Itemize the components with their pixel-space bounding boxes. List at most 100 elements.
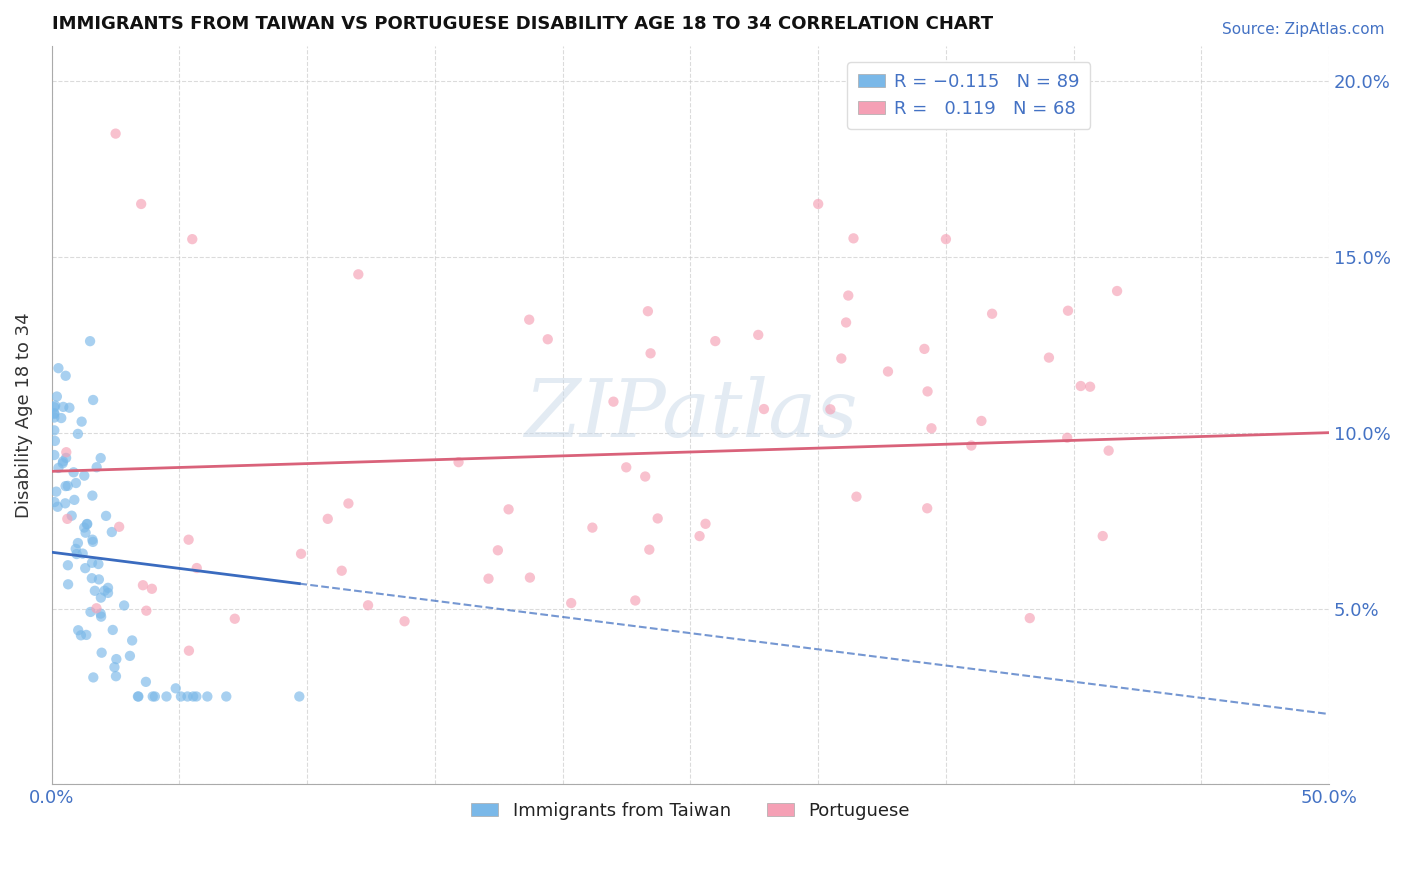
Point [132,578,155,592]
Point [912,342,935,356]
Point [177,643,200,657]
Point [83,583,105,598]
Point [135,674,157,689]
Point [53,496,76,510]
Point [51,411,73,425]
Point [917,384,939,399]
Point [1056,431,1078,445]
Point [45,390,67,404]
Point [60,508,83,523]
Point [90,609,112,624]
Point [63,492,86,507]
Point [48,361,70,376]
Point [52,454,75,468]
Point [87,573,110,587]
Point [44,434,66,448]
Point [224,612,246,626]
Point [82,534,104,549]
Point [195,690,218,704]
Point [72,547,94,561]
Point [517,312,540,326]
Point [90,646,112,660]
Point [55,368,77,383]
Point [70,628,93,642]
Point [837,288,859,302]
Point [290,547,312,561]
Point [90,451,112,466]
Point [877,364,900,378]
Point [79,605,101,619]
Point [93,583,115,598]
Point [640,346,662,360]
Point [76,516,98,531]
Point [56,512,79,526]
Point [316,512,339,526]
Point [176,690,198,704]
Point [70,415,93,429]
Point [66,426,89,441]
Point [112,599,135,613]
Point [56,577,79,591]
Text: IMMIGRANTS FROM TAIWAN VS PORTUGUESE DISABILITY AGE 18 TO 34 CORRELATION CHART: IMMIGRANTS FROM TAIWAN VS PORTUGUESE DIS… [52,15,993,33]
Point [105,652,128,666]
Point [44,410,66,425]
Point [82,533,104,547]
Point [44,401,66,415]
Point [186,561,208,575]
Point [121,633,143,648]
Point [75,525,97,540]
Point [52,456,75,470]
Point [1018,611,1040,625]
Point [981,307,1004,321]
Point [181,690,204,704]
Point [46,500,69,514]
Point [915,501,938,516]
Point [101,623,124,637]
Point [186,690,208,704]
Point [44,448,66,462]
Point [118,648,141,663]
Point [288,690,311,704]
Point [170,690,193,704]
Text: Source: ZipAtlas.com: Source: ZipAtlas.com [1222,22,1385,37]
Y-axis label: Disability Age 18 to 34: Disability Age 18 to 34 [15,312,32,518]
Point [141,582,163,596]
Point [48,461,70,475]
Point [498,502,520,516]
Point [127,690,149,704]
Point [87,557,110,571]
Point [80,556,103,570]
Point [76,517,98,532]
Point [1091,529,1114,543]
Point [56,479,79,493]
Point [135,604,157,618]
Point [537,332,560,346]
Point [624,593,647,607]
Point [581,520,603,534]
Point [97,581,120,595]
Point [177,533,200,547]
Point [56,558,79,573]
Point [44,399,66,413]
Point [103,660,125,674]
Point [647,511,669,525]
Point [104,669,127,683]
Point [394,614,416,628]
Point [58,401,80,415]
Point [560,596,582,610]
Point [82,392,104,407]
Point [55,479,77,493]
Point [215,690,238,704]
Point [820,402,842,417]
Point [638,542,661,557]
Point [66,547,89,561]
Point [104,127,127,141]
Point [165,681,187,696]
Point [935,232,957,246]
Point [97,586,120,600]
Point [634,469,657,483]
Point [75,628,97,642]
Point [1070,379,1092,393]
Point [695,516,717,531]
Point [80,571,103,585]
